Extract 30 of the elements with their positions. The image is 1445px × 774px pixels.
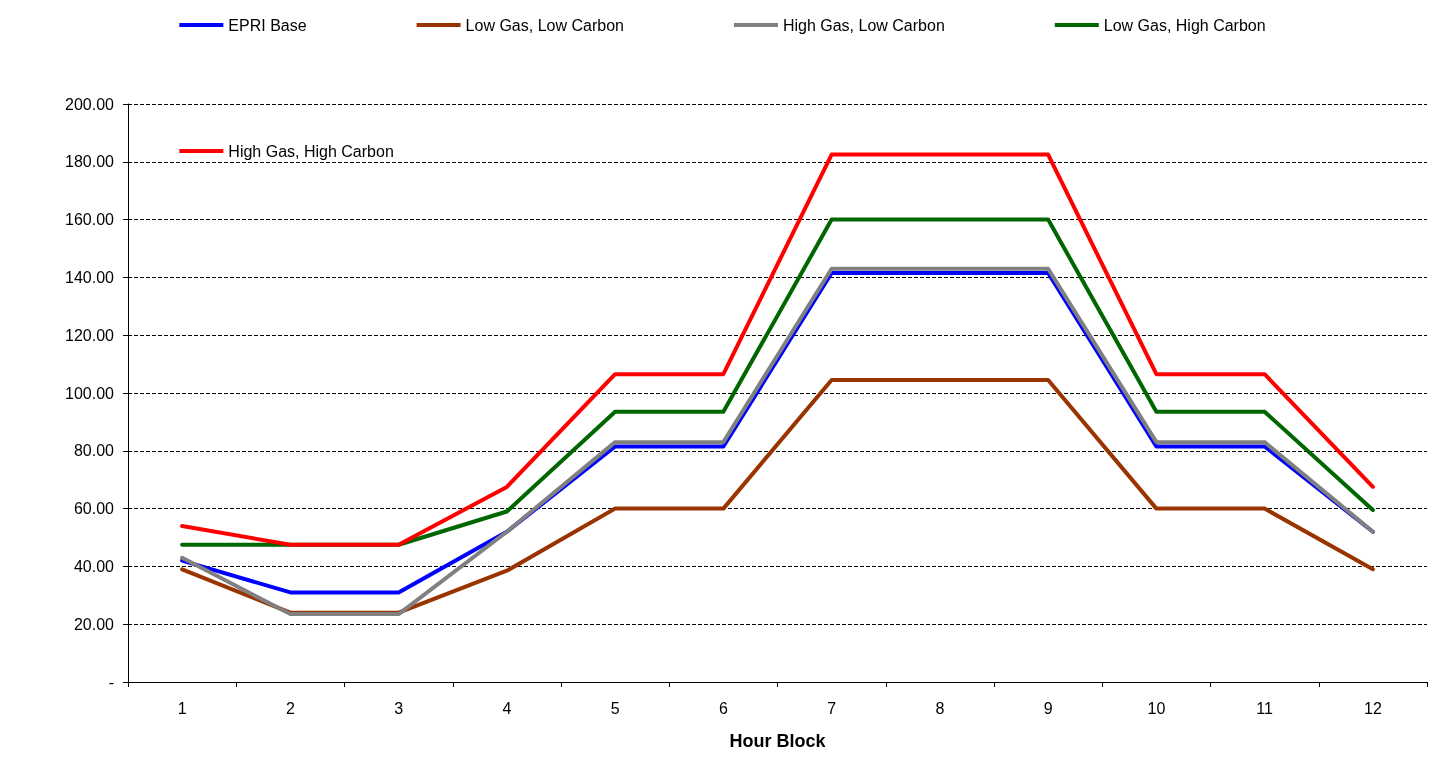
x-tick-label: 11 bbox=[1256, 699, 1274, 717]
y-tick-label: 200.00 bbox=[65, 95, 115, 113]
y-tick-label: 80.00 bbox=[73, 442, 115, 460]
y-tick-label: 180.00 bbox=[65, 153, 115, 171]
legend-label: High Gas, High Carbon bbox=[228, 142, 394, 160]
legend-label: High Gas, Low Carbon bbox=[782, 16, 945, 34]
legend-label: Low Gas, Low Carbon bbox=[465, 16, 624, 34]
x-tick-label: 12 bbox=[1363, 699, 1382, 717]
y-tick-label: 100.00 bbox=[65, 384, 115, 402]
x-tick-label: 6 bbox=[718, 699, 728, 717]
y-tick-label: 40.00 bbox=[73, 557, 115, 575]
x-tick-label: 3 bbox=[394, 699, 404, 717]
y-tick-label: 140.00 bbox=[65, 268, 115, 286]
x-tick-label: 5 bbox=[610, 699, 620, 717]
x-tick-label: 2 bbox=[285, 699, 295, 717]
line-series bbox=[180, 217, 1375, 547]
x-tick-label: 8 bbox=[935, 699, 945, 717]
x-tick-label: 9 bbox=[1043, 699, 1053, 717]
x-tick-label: 4 bbox=[502, 699, 512, 717]
y-tick-label: 60.00 bbox=[73, 500, 115, 518]
x-tick-label: 7 bbox=[827, 699, 837, 717]
x-tick-label: 10 bbox=[1147, 699, 1166, 717]
y-tick-label: 120.00 bbox=[65, 326, 115, 344]
legend-label: EPRI Base bbox=[228, 16, 307, 34]
legend-label: Low Gas, High Carbon bbox=[1103, 16, 1266, 34]
y-tick-label: 160.00 bbox=[65, 211, 115, 229]
y-tick-label: 20.00 bbox=[73, 615, 115, 633]
x-tick-label: 1 bbox=[177, 699, 187, 717]
x-axis-title: Hour Block bbox=[729, 731, 827, 751]
y-tick-label: - bbox=[108, 673, 114, 691]
